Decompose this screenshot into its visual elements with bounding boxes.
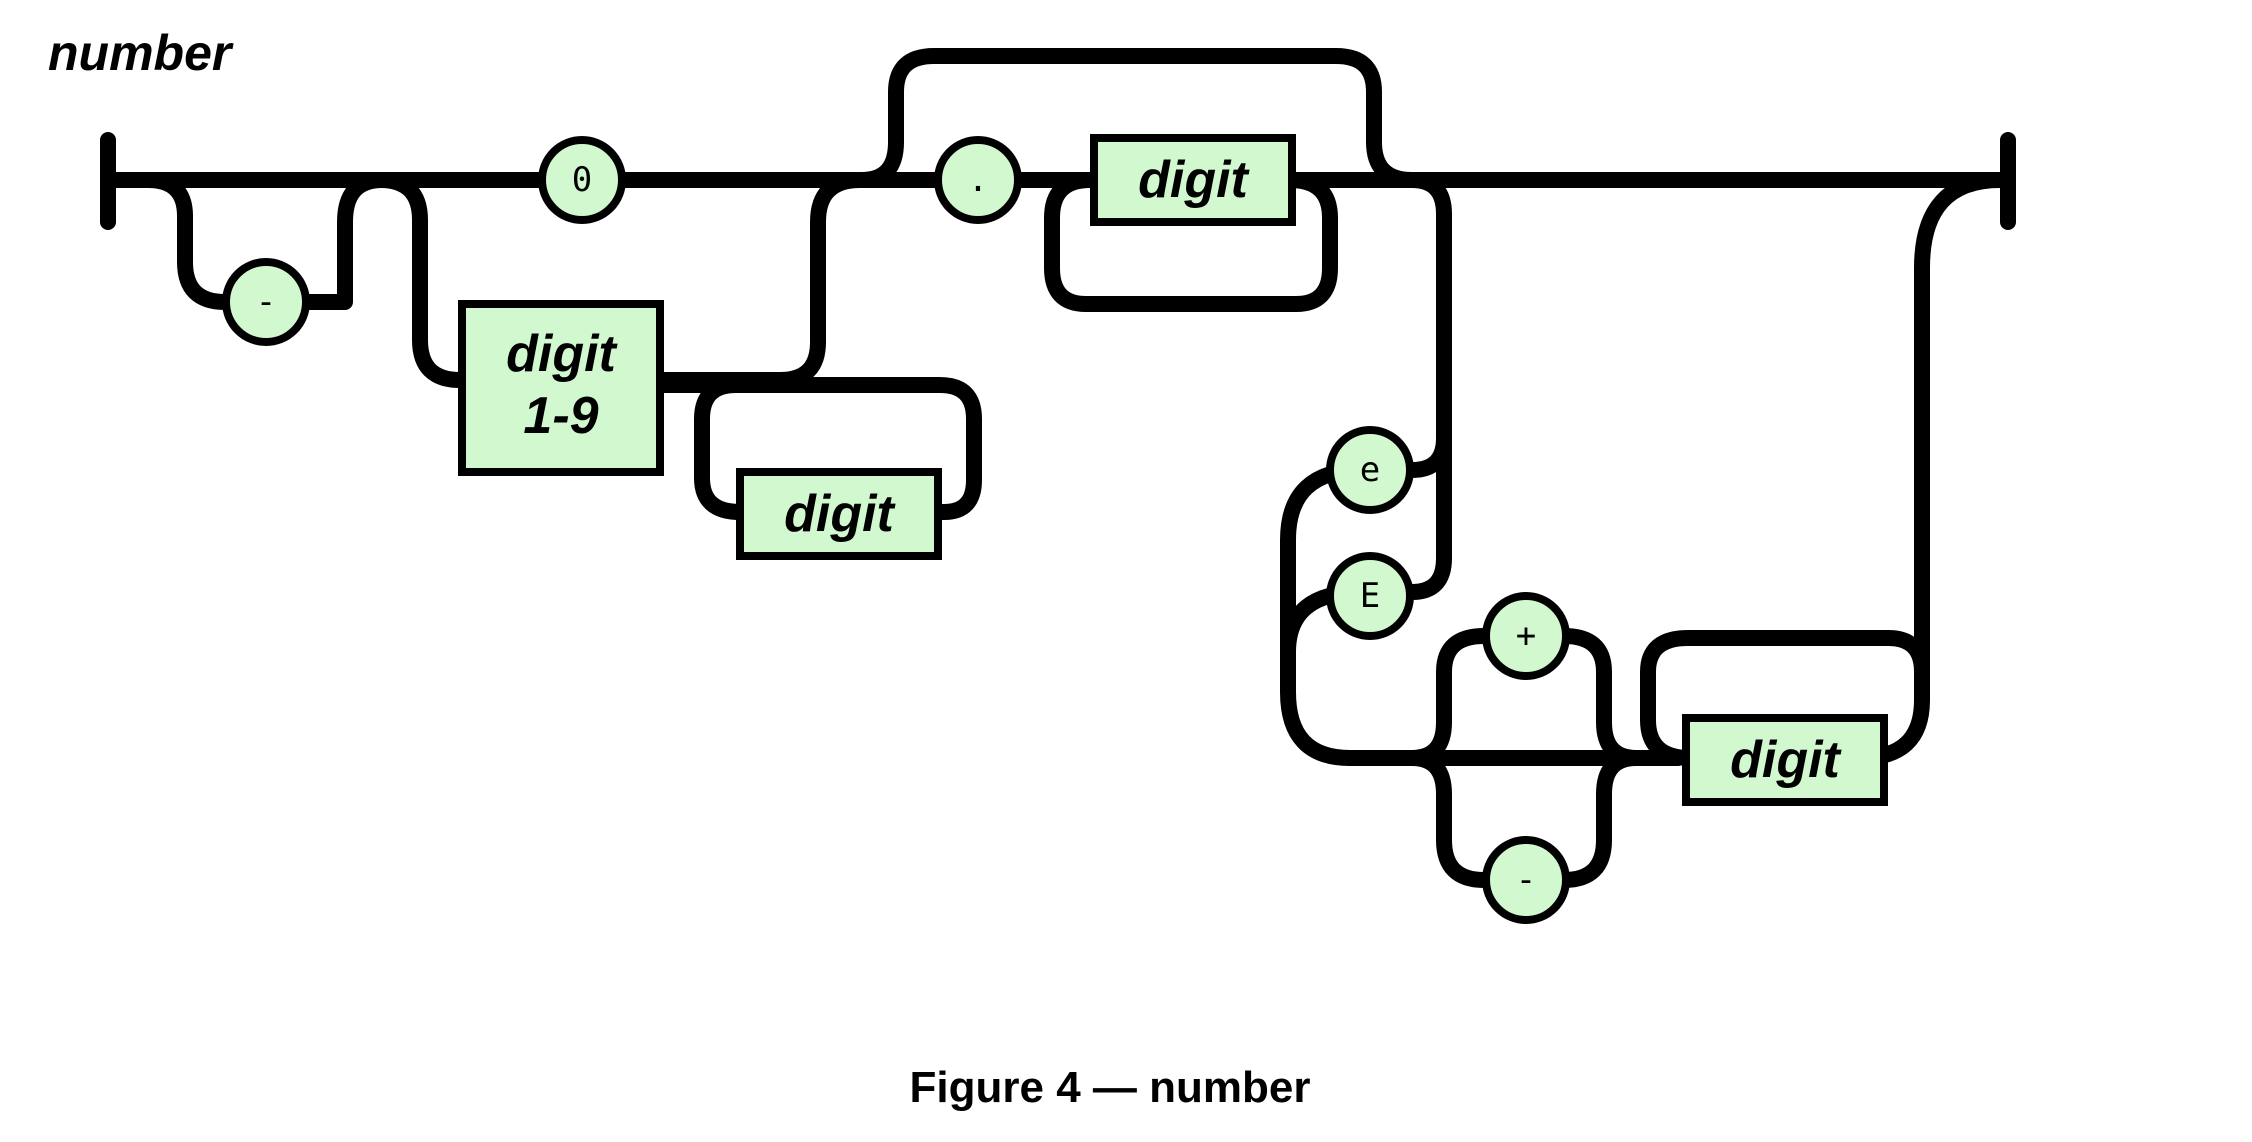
exp-digit-loop [1640,630,1930,766]
exp-minus-label: - [1516,860,1536,900]
exp-digit-nonterminal: digit [1682,714,1888,806]
diagram-title: number [48,25,234,81]
dot-terminal: . [934,136,1022,224]
plus-label: + [1516,616,1536,656]
digit-1-9-label-line2: 1-9 [523,387,598,445]
exponent-drop-upper [1404,430,1452,600]
plus-terminal: + [1482,592,1570,680]
dot-label: . [968,160,988,200]
zero-label: 0 [572,160,592,200]
exp-digit-label: digit [1730,731,1842,789]
zero-terminal: 0 [538,136,626,224]
frac-digit-label: digit [1138,151,1250,209]
int-digit-label: digit [784,485,896,543]
e-join-left [1280,462,1370,766]
minus-label: - [256,282,276,322]
e-upper-label: E [1360,576,1380,616]
minus-terminal: - [222,258,310,346]
digit-1-9-label-line1: digit [506,325,618,383]
digit-1-9-nonterminal: digit 1-9 [458,300,664,476]
int-digit-nonterminal: digit [736,468,942,560]
fraction-bypass [854,48,1420,188]
exponent-return [1914,172,2008,708]
e-upper-terminal: E [1326,552,1414,640]
frac-digit-nonterminal: digit [1090,134,1296,226]
figure-caption: Figure 4 — number [910,1063,1311,1112]
e-lower-terminal: e [1326,426,1414,514]
exp-minus-terminal: - [1482,836,1570,924]
exponent-drop [1404,172,1452,478]
e-lower-label: e [1360,450,1380,490]
frac-digit-loop [1044,172,1338,312]
